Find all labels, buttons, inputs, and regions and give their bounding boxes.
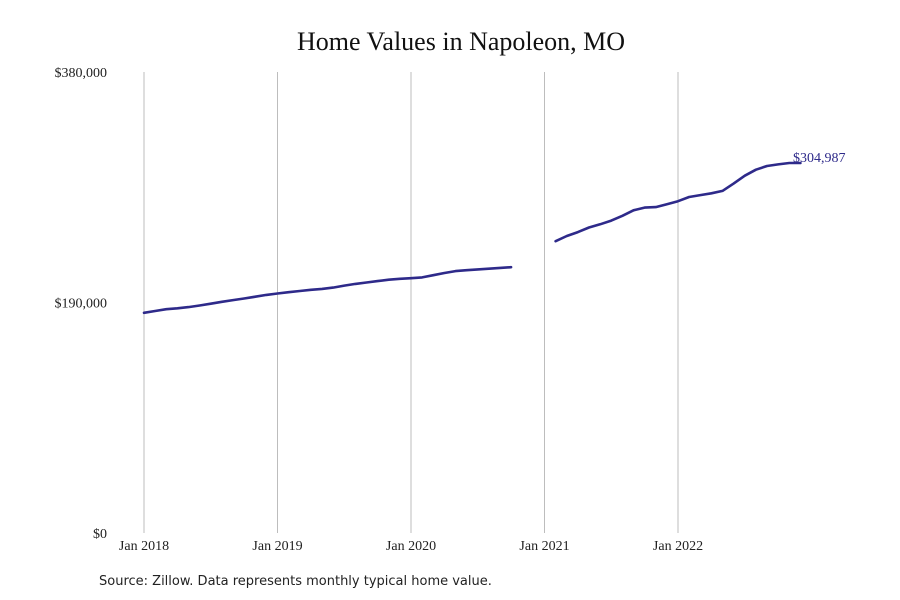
y-tick-label: $190,000 <box>55 297 108 312</box>
x-tick-label: Jan 2019 <box>252 539 302 554</box>
home-value-series <box>142 161 802 315</box>
x-axis-tick-labels: Jan 2018 Jan 2019 Jan 2020 Jan 2021 Jan 2022 <box>119 539 703 554</box>
series-line-segment-2 <box>554 161 802 243</box>
x-tick-label: Jan 2022 <box>653 539 703 554</box>
source-note: Source: Zillow. Data represents monthly … <box>99 574 492 589</box>
gridlines <box>143 72 679 533</box>
y-tick-label: $0 <box>93 527 107 542</box>
y-tick-label: $380,000 <box>55 66 108 81</box>
x-tick-label: Jan 2021 <box>519 539 569 554</box>
y-axis-tick-labels: $0 $190,000 $380,000 <box>55 66 108 542</box>
x-tick-label: Jan 2020 <box>386 539 436 554</box>
chart-title: Home Values in Napoleon, MO <box>297 27 625 56</box>
series-line-segment-1 <box>142 265 513 315</box>
end-value-label: $304,987 <box>793 151 846 166</box>
x-tick-label: Jan 2018 <box>119 539 169 554</box>
